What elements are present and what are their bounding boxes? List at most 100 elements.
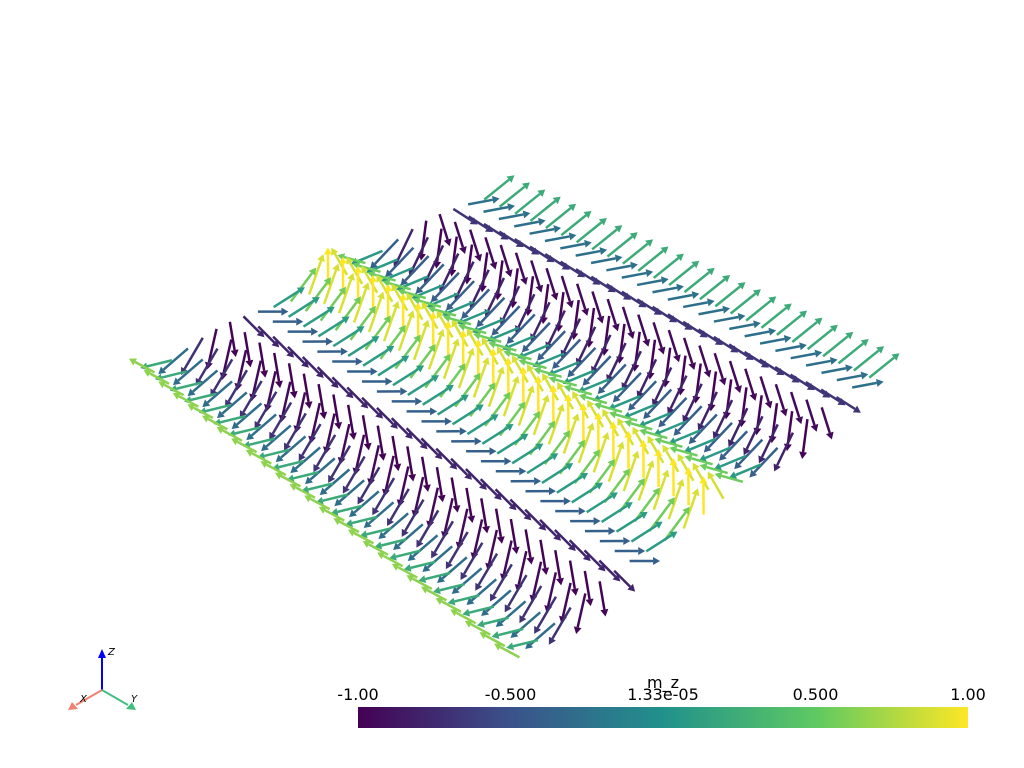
- arrow-shaft: [730, 407, 749, 442]
- arrow-shaft: [390, 417, 409, 435]
- arrow-shaft: [494, 508, 503, 538]
- arrow-shaft: [234, 426, 261, 435]
- arrow-head: [564, 393, 573, 401]
- arrow-head: [418, 575, 427, 583]
- arrow-shaft: [613, 395, 641, 408]
- arrow-head: [734, 461, 742, 470]
- arrow-head: [298, 453, 306, 462]
- arrow-shaft: [479, 334, 502, 344]
- arrow-head: [245, 449, 254, 457]
- arrow-shaft: [287, 363, 295, 392]
- arrow-shaft: [498, 213, 524, 221]
- arrow-head: [577, 439, 586, 448]
- arrow-shaft: [514, 252, 526, 279]
- arrow-shaft: [324, 468, 351, 492]
- arrow-shaft: [466, 416, 494, 436]
- arrow-head: [362, 540, 371, 548]
- arrow-head: [338, 256, 347, 264]
- arrow-shaft: [183, 337, 204, 370]
- arrow-shaft: [667, 293, 693, 301]
- arrow-shaft: [591, 228, 618, 251]
- arrow-shaft: [271, 401, 293, 435]
- arrow-shaft: [546, 572, 558, 607]
- arrow-shaft: [613, 569, 632, 588]
- arrow-head: [645, 269, 654, 277]
- arrow-head: [504, 457, 512, 466]
- arrow-shaft: [249, 437, 275, 446]
- arrow-head: [482, 357, 490, 366]
- arrow-head: [684, 467, 693, 475]
- arrow-head: [216, 410, 225, 419]
- arrow-head: [334, 498, 343, 507]
- arrow-head: [378, 531, 387, 540]
- arrow-shaft: [744, 368, 755, 395]
- arrow-head: [673, 427, 682, 436]
- arrow-shaft: [502, 540, 513, 575]
- arrow-head: [467, 515, 476, 524]
- arrow-head: [319, 487, 328, 496]
- arrow-head: [734, 385, 742, 394]
- arrow-head: [231, 438, 240, 446]
- arrow-head: [611, 323, 620, 332]
- arrow-head: [187, 388, 196, 397]
- colorbar-tick-label: -1.00: [337, 685, 378, 704]
- arrow-head: [308, 267, 317, 276]
- arrow-shaft: [578, 326, 597, 360]
- arrow-head: [444, 320, 453, 328]
- arrow-head: [550, 453, 559, 461]
- arrow-shaft: [544, 253, 565, 267]
- arrow-shaft: [463, 542, 484, 575]
- arrow-head: [652, 487, 660, 496]
- arrow-head: [573, 626, 582, 635]
- arrow-head: [431, 550, 439, 559]
- arrow-head: [284, 442, 291, 451]
- arrow-head: [506, 642, 514, 651]
- arrow-head: [323, 247, 332, 255]
- arrow-shaft: [541, 465, 568, 484]
- arrow-shaft: [457, 353, 473, 389]
- arrow-head: [535, 284, 544, 293]
- arrow-head: [522, 210, 531, 219]
- x-label: X: [79, 694, 88, 705]
- arrow-shaft: [477, 318, 505, 331]
- arrow-shaft: [667, 485, 682, 520]
- arrow-shaft: [219, 415, 246, 424]
- arrow-shaft: [454, 594, 480, 603]
- arrow-head: [391, 563, 400, 571]
- arrow-head: [719, 452, 727, 461]
- arrow-head: [494, 643, 503, 651]
- arrow-head: [506, 175, 515, 183]
- arrow-head: [852, 405, 861, 413]
- arrow-shaft: [517, 550, 528, 586]
- arrow-shaft: [514, 192, 541, 215]
- arrow-shaft: [621, 306, 633, 333]
- arrow-shaft: [438, 213, 449, 240]
- arrow-shaft: [729, 323, 755, 331]
- arrow-head: [231, 421, 240, 430]
- arrow-head: [437, 575, 446, 584]
- arrow-shaft: [571, 485, 598, 504]
- arrow-head: [639, 511, 648, 520]
- y-label: Y: [131, 694, 138, 705]
- arrow-head: [488, 340, 497, 349]
- arrow-shaft: [453, 221, 465, 248]
- z-arrow: [98, 649, 106, 658]
- arrow-head: [627, 331, 635, 340]
- arrow-shaft: [462, 309, 489, 323]
- arrow-head: [519, 366, 528, 374]
- arrow-shaft: [559, 260, 580, 275]
- arrow-head: [707, 298, 715, 307]
- arrow-head: [624, 430, 633, 438]
- arrow-head: [572, 391, 580, 400]
- arrow-shaft: [639, 358, 658, 393]
- arrow-head: [496, 536, 505, 544]
- arrow-head: [688, 362, 697, 370]
- arrow-shaft: [379, 329, 403, 360]
- arrow-head: [596, 315, 605, 324]
- arrow-shaft: [433, 520, 455, 553]
- arrow-head: [451, 586, 460, 595]
- arrow-head: [385, 377, 393, 386]
- arrow-shaft: [690, 457, 713, 466]
- arrow-shaft: [547, 309, 566, 344]
- arrow-shaft: [820, 407, 831, 434]
